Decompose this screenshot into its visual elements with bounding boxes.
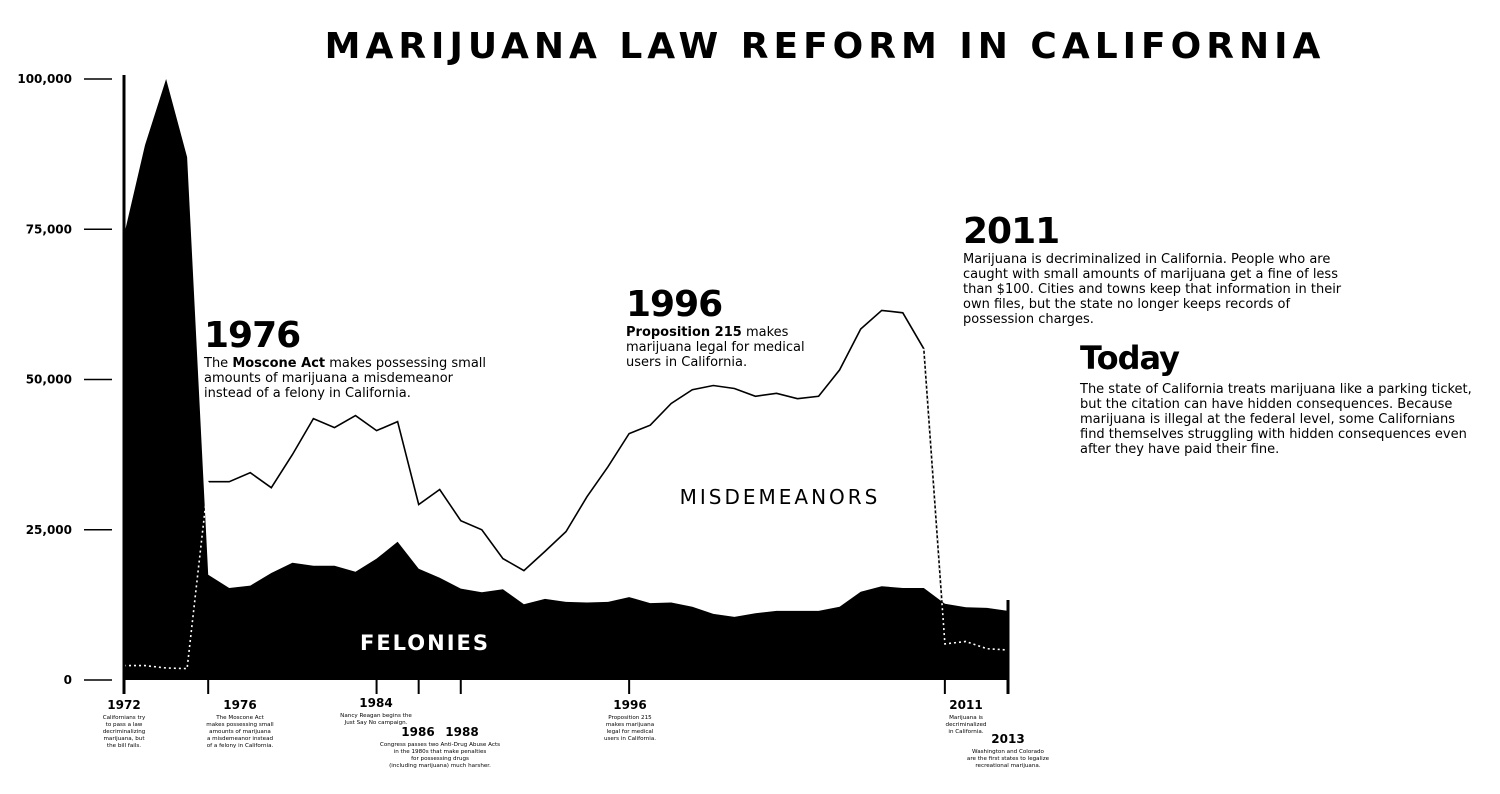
annotation-1976-year: 1976 [204,315,301,356]
x-note-2013: Washington and Colorado are the first sta… [967,749,1050,769]
x-tick-label-1976: 1976 [223,698,256,712]
x-note-1972: Californians try to pass a law decriminali… [103,715,146,749]
annotation-2011-year: 2011 [963,211,1060,252]
x-tick-label-1988: 1988 [445,725,478,739]
felonies-area [124,79,1008,680]
annotation-1976-text: The Moscone Act makes possessing small a… [204,356,487,401]
x-note-1976: The Moscone Act makes possessing small amo… [206,715,274,749]
y-tick-label-50,000: 50,000 [26,373,72,387]
annotation-2011: 2011 Marijuana is decriminalized in Cali… [963,211,1358,328]
annotation-1976: 1976 The Moscone Act makes possessing sm… [204,315,504,402]
annotation-today-text: The state of California treats marijuana… [1080,382,1472,457]
annotation-1996: 1996 Proposition 215 makes marijuana leg… [626,284,816,371]
x-tick-label-1972: 1972 [107,698,140,712]
y-tick-label-100,000: 100,000 [17,72,72,86]
annotation-1996-text: Proposition 215 makes marijuana legal fo… [626,325,805,370]
misdemeanors-dotted-late [923,348,1009,651]
x-note-1988: Congress passes two Anti-Drug Abuse Acts… [380,742,500,769]
x-tick-label-1984: 1984 [359,696,392,710]
annotation-today: Today The state of California treats mar… [1080,340,1480,457]
y-tick-label-25,000: 25,000 [26,523,72,537]
misdemeanors-dotted-early [124,481,209,670]
x-note-2011: Marijuana is decriminalized in California. [946,715,987,735]
x-note-1984: Nancy Reagan begins the Just Say No campa… [340,713,412,726]
x-tick-label-1996: 1996 [613,698,646,712]
series-label-felonies: FELONIES [360,631,490,655]
series-label-misdemeanors: MISDEMEANORS [680,485,881,509]
annotation-2011-text: Marijuana is decriminalized in Californi… [963,252,1342,327]
x-tick-label-2013: 2013 [991,732,1024,746]
x-note-1996: Proposition 215 makes marijuana legal for … [604,715,656,742]
misdemeanors-line [208,309,946,644]
x-tick-label-2011: 2011 [949,698,982,712]
chart-title: MARIJUANA LAW REFORM IN CALIFORNIA [324,26,1326,67]
annotation-today-heading: Today [1080,339,1180,377]
y-tick-label-75,000: 75,000 [26,222,72,236]
x-tick-label-1986: 1986 [401,725,434,739]
annotation-1996-year: 1996 [626,284,723,325]
y-tick-label-0: 0 [64,673,72,687]
